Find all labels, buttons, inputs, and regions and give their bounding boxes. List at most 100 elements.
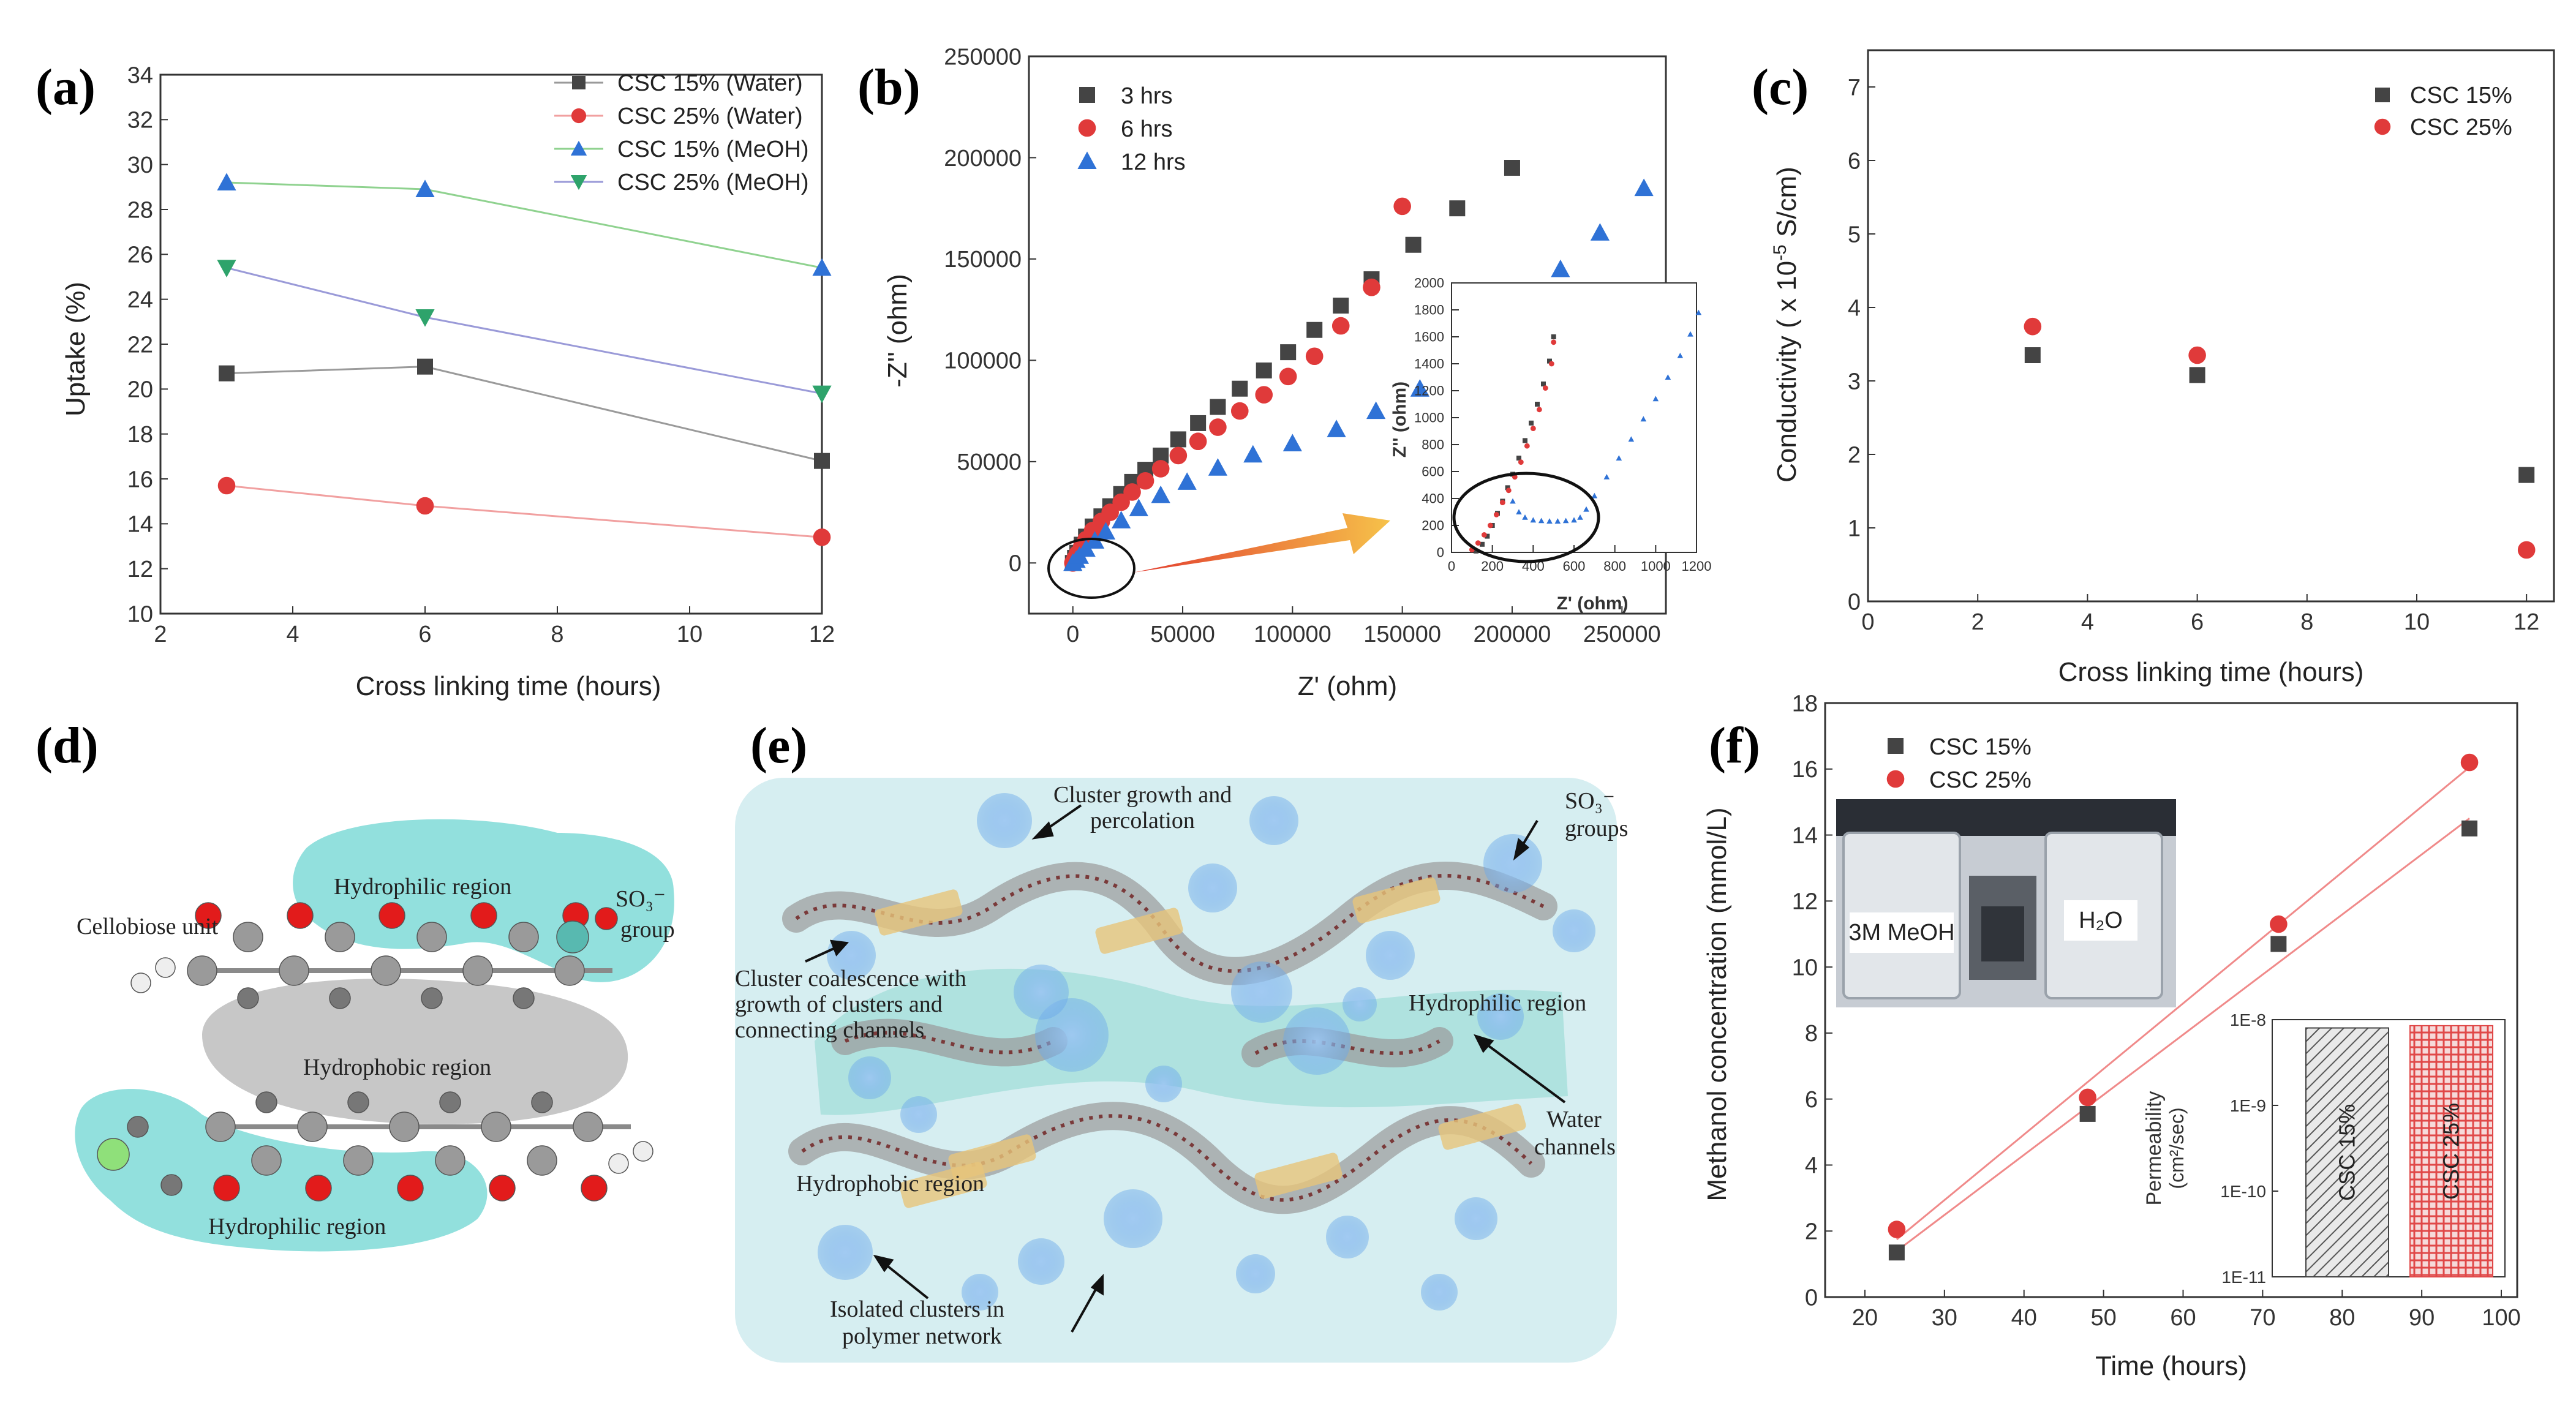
atom	[160, 1174, 183, 1196]
chart-a-ytick-label: 26	[127, 243, 153, 268]
legend-entry: 6 hrs	[1121, 116, 1172, 142]
data-point	[1129, 498, 1148, 516]
chart-b-inset-ytick-label: 400	[1422, 491, 1444, 506]
chart-b-xlabel: Z' (ohm)	[1298, 671, 1397, 701]
label-channels: channels	[1534, 1134, 1616, 1160]
data-point	[417, 358, 433, 375]
chart-a-ylabel: Uptake (%)	[61, 282, 91, 416]
data-point	[219, 365, 235, 382]
data-point	[1169, 446, 1188, 465]
chart-c-ylabel: Conductivity ( x 10-5 S/cm)	[1770, 167, 1802, 483]
chart-b-legend: 3 hrs 6 hrs 12 hrs	[1077, 83, 1186, 175]
label-hydrophobic: Hydrophobic region	[303, 1055, 491, 1080]
chart-f-xtick-label: 40	[2011, 1305, 2037, 1331]
chart-f-ytick-label: 18	[1792, 691, 1818, 717]
chart-c-xtick-label: 12	[2514, 609, 2539, 635]
data-point	[1177, 472, 1197, 490]
data-point	[1366, 401, 1386, 419]
fit-line-1	[1896, 766, 2471, 1241]
data-point	[1230, 402, 1249, 420]
legend-marker	[1078, 119, 1096, 137]
chart-a-ytick-label: 34	[127, 62, 153, 88]
atom	[489, 1175, 516, 1202]
chart-b-xtick-label: 100000	[1254, 622, 1331, 647]
legend-marker	[2375, 88, 2390, 102]
chart-f-photo: 3M MeOH H₂O	[1836, 799, 2176, 1007]
chart-b-inset-ytick-label: 800	[1422, 437, 1444, 453]
legend-entry: CSC 25%	[1929, 767, 2032, 793]
legend-entry: CSC 25% (MeOH)	[617, 170, 809, 195]
label-hydrophilic-top: Hydrophilic region	[334, 874, 511, 900]
label-coalescence-2: growth of clusters and	[735, 991, 943, 1017]
data-point	[1112, 511, 1131, 528]
chart-f-xtick-label: 90	[2409, 1305, 2435, 1331]
inset-data-point	[1487, 522, 1493, 528]
ionic-cluster	[977, 793, 1032, 848]
atom	[581, 1175, 608, 1202]
chart-b-marks	[1063, 160, 1654, 572]
chart-a-ytick-label: 28	[127, 197, 153, 223]
label-groups-e: groups	[1565, 816, 1628, 841]
label-hydrophobic-region-e: Hydrophobic region	[796, 1171, 984, 1197]
label-hydrophilic-region-e: Hydrophilic region	[1409, 990, 1586, 1016]
chart-b-ytick-label: 250000	[944, 44, 1022, 70]
hydrophobic-segment	[1254, 1153, 1343, 1199]
panel-label-b: (b)	[857, 59, 921, 116]
photo-label-meoh: 3M MeOH	[1848, 920, 1954, 946]
data-point	[1279, 367, 1297, 386]
chart-a-ytick-label: 24	[127, 287, 153, 313]
atom	[195, 902, 222, 929]
atom	[416, 922, 447, 952]
legend-entry: 12 hrs	[1121, 149, 1186, 175]
inset-data-point	[1475, 540, 1481, 546]
inset-data-point	[1510, 498, 1516, 504]
photo-label-water: H₂O	[2079, 908, 2123, 933]
hydrophilic-region-bottom	[75, 1089, 488, 1252]
chart-b: 0 50000 100000 150000 200000 2500000500001000…	[883, 44, 1711, 701]
inset-data-point	[1583, 506, 1589, 512]
chart-c-ytick-label: 5	[1848, 222, 1861, 247]
label-group-word: group	[620, 917, 675, 942]
chart-b-zoom-arrow	[1133, 513, 1390, 573]
inset-data-point	[1505, 485, 1510, 491]
chart-c-xtick-label: 10	[2404, 609, 2430, 635]
water-channel-band	[815, 968, 1568, 1115]
atom	[397, 1175, 424, 1202]
data-point	[2079, 1105, 2096, 1122]
panel-label-e: (e)	[750, 717, 807, 774]
data-point	[415, 309, 435, 327]
data-point	[1243, 445, 1263, 463]
data-point	[2079, 1088, 2096, 1107]
inset-data-point	[1485, 533, 1490, 539]
chart-a-xtick-label: 4	[286, 622, 299, 647]
inset-data-point	[1548, 361, 1554, 367]
chart-b-xtick-label: 250000	[1583, 622, 1661, 647]
ionic-cluster	[1326, 1216, 1369, 1258]
legend-entry: 3 hrs	[1121, 83, 1172, 109]
atom	[205, 1111, 236, 1142]
chart-c-ytick-label: 0	[1848, 589, 1861, 615]
atom	[127, 1116, 149, 1138]
data-point	[1504, 160, 1520, 176]
chart-f-legend: CSC 15% CSC 25%	[1886, 734, 2032, 793]
chart-b-inset-marks	[1469, 309, 1702, 554]
inset-ytick-label: 1E-9	[2230, 1096, 2266, 1115]
data-point	[1306, 322, 1323, 338]
chart-c-ytick-label: 4	[1848, 295, 1861, 321]
atom	[279, 955, 309, 986]
inset-data-point	[1546, 518, 1553, 524]
atom	[439, 1091, 461, 1113]
chart-a-xtick-label: 6	[418, 622, 431, 647]
panel-label-f: (f)	[1709, 717, 1760, 774]
chart-f-ytick-label: 4	[1805, 1153, 1818, 1179]
chart-a-ytick-label: 32	[127, 108, 153, 134]
ionic-cluster	[962, 1274, 998, 1311]
atom	[305, 1175, 332, 1202]
chart-b-ylabel: -Z'' (ohm)	[883, 274, 913, 387]
atom	[556, 920, 589, 954]
inset-data-point	[1518, 459, 1524, 465]
data-point	[2270, 936, 2287, 952]
data-point	[1405, 236, 1422, 253]
data-point	[415, 179, 435, 197]
